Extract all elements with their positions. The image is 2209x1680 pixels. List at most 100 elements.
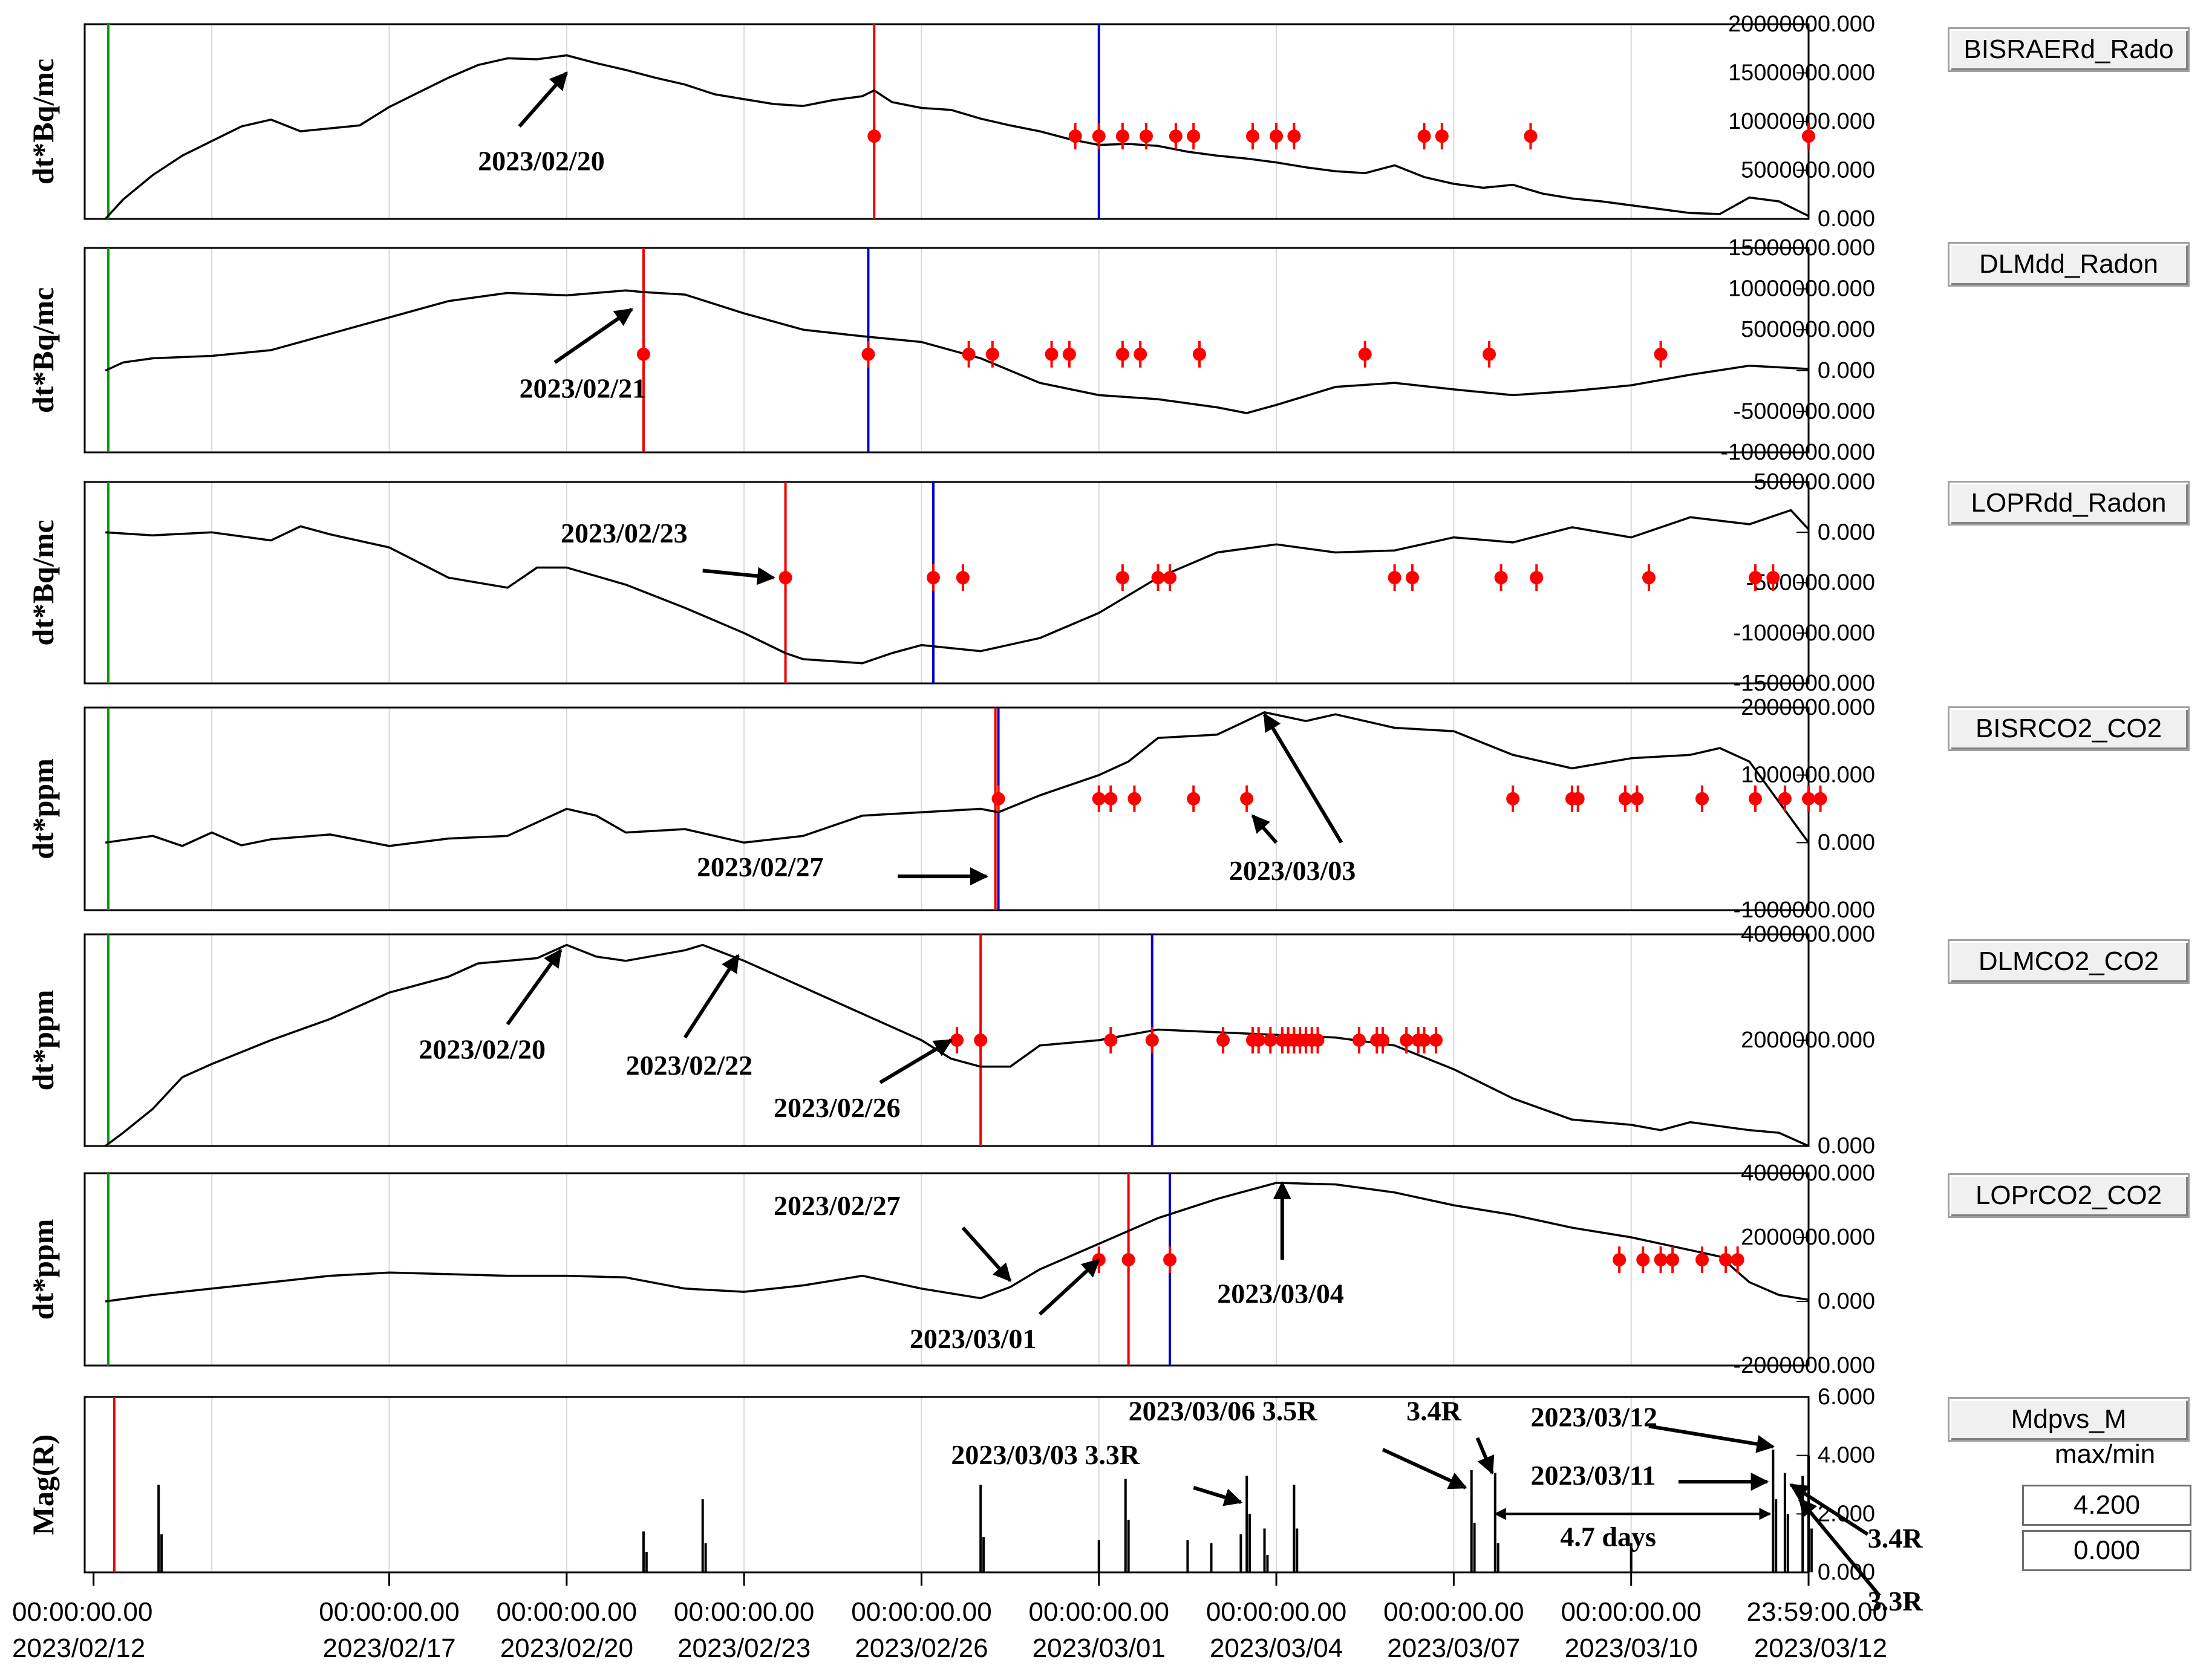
annotation-label: 2023/02/20 [419, 1034, 546, 1065]
y-tick-label: -1000000.000 [1733, 897, 1875, 923]
max-value-box[interactable]: 4.200 [2022, 1485, 2191, 1526]
event-marker [1245, 129, 1259, 143]
annotation-label: 2023/02/23 [561, 518, 688, 549]
y-tick-label: 4000000.000 [1741, 922, 1875, 947]
x-tick-time-label: 00:00:00.00 [319, 1597, 459, 1627]
x-tick-time-label: 00:00:00.00 [674, 1597, 814, 1627]
event-marker [1187, 129, 1201, 143]
y-axis-label: dt*ppm [26, 1219, 60, 1320]
series-button-Mdpvs_M[interactable]: Mdpvs_M [1948, 1397, 2190, 1442]
series-line [105, 943, 1809, 1147]
event-marker [962, 347, 976, 361]
annotation-label: 3.4R [1868, 1523, 1923, 1554]
plot-frame [83, 933, 1810, 1147]
event-marker [1749, 792, 1763, 806]
min-value-box[interactable]: 0.000 [2022, 1530, 2191, 1571]
event-marker [1092, 129, 1106, 143]
y-tick-label: -1500000.000 [1733, 671, 1875, 696]
event-marker [1766, 571, 1780, 585]
event-marker [1530, 571, 1544, 585]
event-marker [1613, 1253, 1627, 1267]
annotation-label: 2023/03/03 3.3R [951, 1439, 1140, 1470]
event-marker [1264, 1034, 1277, 1047]
y-tick-label: -2000000.000 [1733, 1353, 1875, 1378]
annotation-arrow [518, 71, 569, 128]
annotation-label: 2023/02/22 [626, 1050, 753, 1081]
event-marker [1405, 571, 1419, 585]
x-tick-date-label: 2023/02/17 [322, 1633, 455, 1663]
y-tick-label: 0.000 [1818, 358, 1875, 383]
max-min-label: max/min [2054, 1439, 2156, 1469]
annotation-label: 2023/02/27 [774, 1190, 901, 1221]
x-tick-time-label: 00:00:00.00 [12, 1597, 152, 1627]
annotation-arrow [1475, 1437, 1495, 1475]
event-marker [1388, 571, 1401, 585]
annotation-label: 4.7 days [1560, 1522, 1656, 1552]
event-marker [1151, 571, 1165, 585]
panel-LOPrCO2_CO2: 4000000.000 2000000.000 0.000 -2000000.000 d… [26, 1161, 1875, 1378]
event-marker [1654, 1253, 1668, 1267]
series-line [104, 54, 1809, 220]
annotation-label: 2023/03/11 [1530, 1460, 1656, 1491]
event-marker [1506, 792, 1520, 806]
series-button-DLMCO2_CO2[interactable]: DLMCO2_CO2 [1948, 939, 2190, 984]
event-marker [1187, 792, 1201, 806]
annotation-arrow [879, 1038, 953, 1084]
event-marker [1695, 792, 1709, 806]
event-marker [1169, 129, 1183, 143]
series-button-BISRCO2_CO2[interactable]: BISRCO2_CO2 [1948, 706, 2190, 751]
x-tick-date-label: 2023/02/20 [500, 1633, 633, 1663]
series-button-DLMdd_Radon[interactable]: DLMdd_Radon [1948, 242, 2190, 287]
event-marker [1417, 129, 1431, 143]
event-marker [867, 129, 881, 143]
y-tick-label: 10000000.000 [1728, 109, 1875, 134]
series-line [105, 1182, 1809, 1303]
series-button-LOPrCO2_CO2[interactable]: LOPrCO2_CO2 [1948, 1173, 2190, 1218]
y-tick-label: 0.000 [1818, 519, 1875, 545]
event-marker [1483, 347, 1496, 361]
event-marker [1287, 129, 1301, 143]
y-tick-label: 15000000.000 [1728, 60, 1875, 86]
event-marker [1145, 1034, 1159, 1047]
panel-DLMdd_Radon: 15000000.000 10000000.000 5000000.000 0.000… [26, 235, 1875, 465]
annotation-arrow [1382, 1448, 1467, 1490]
event-marker [1376, 1034, 1390, 1047]
y-tick-label: 0.000 [1818, 830, 1875, 855]
event-marker [1192, 347, 1206, 361]
event-marker [1618, 792, 1632, 806]
y-tick-label: 5000000.000 [1741, 317, 1875, 342]
y-tick-label: 20000000.000 [1728, 11, 1875, 37]
event-marker [1778, 792, 1792, 806]
event-marker [974, 1034, 988, 1047]
y-tick-label: 10000000.000 [1728, 276, 1875, 302]
event-marker [1115, 129, 1129, 143]
event-marker [1636, 1253, 1650, 1267]
annotation-arrow [702, 567, 776, 585]
event-marker [1092, 792, 1106, 806]
y-axis-label: Mag(R) [26, 1434, 60, 1535]
series-button-LOPRdd_Radon[interactable]: LOPRdd_Radon [1948, 481, 2190, 526]
event-marker [1813, 792, 1827, 806]
event-marker [985, 347, 999, 361]
event-marker [1719, 1253, 1733, 1267]
x-tick-date-label: 2023/03/04 [1210, 1633, 1343, 1663]
event-marker [1121, 1253, 1135, 1267]
x-tick-date-label: 2023/02/12 [12, 1633, 145, 1663]
x-tick-date-label: 2023/02/26 [855, 1633, 988, 1663]
event-marker [1062, 347, 1076, 361]
event-marker [1352, 1034, 1366, 1047]
annotation-label: 3.4R [1406, 1396, 1462, 1427]
annotation-arrow [1038, 1258, 1100, 1316]
event-marker [1139, 129, 1153, 143]
plot-frame [83, 481, 1810, 685]
y-tick-label: 2000000.000 [1741, 1225, 1875, 1250]
event-marker [1417, 1034, 1431, 1047]
event-marker [1524, 129, 1538, 143]
panel-LOPRdd_Radon: 500000.000 0.000 -500000.000 -1000000.000 -1… [26, 469, 1875, 696]
series-button-BISRAERd_Rado[interactable]: BISRAERd_Rado [1948, 27, 2190, 72]
annotation-arrow [1798, 1497, 1881, 1597]
x-tick-time-label: 00:00:00.00 [497, 1597, 637, 1627]
y-tick-label: 500000.000 [1754, 469, 1875, 495]
x-tick-time-label: 00:00:00.00 [851, 1597, 991, 1627]
